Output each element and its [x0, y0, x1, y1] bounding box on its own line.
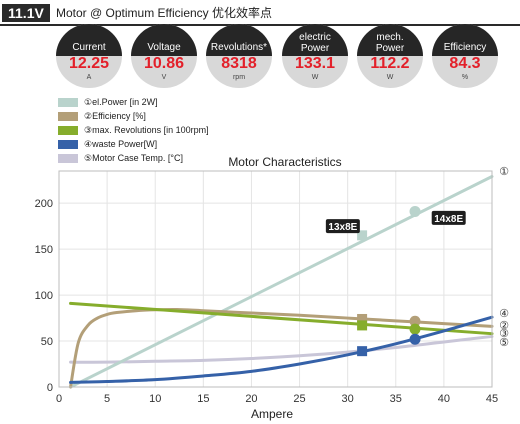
point-marker-square	[357, 346, 368, 357]
page-title: Motor @ Optimum Efficiency 优化效率点	[56, 6, 273, 20]
chart-legend: ①el.Power [in 2W] ②Efficiency [%] ③max. …	[58, 96, 318, 166]
series-end-label-revolutions: ③	[499, 328, 509, 340]
legend-label: ②Efficiency [%]	[84, 111, 146, 121]
point-marker-circle	[409, 333, 421, 345]
voltage-badge: 11.1V	[2, 4, 50, 22]
x-tick-label: 35	[390, 393, 402, 405]
point-marker-circle	[409, 205, 421, 217]
gauge-label-line-1: electric	[299, 32, 331, 43]
gauge-voltage: Voltage 10.86 V	[131, 24, 197, 88]
series-line-el-power	[69, 175, 494, 389]
gauge-unit: V	[161, 74, 167, 81]
x-axis-label: Ampere	[251, 407, 293, 421]
gauge-unit: W	[386, 74, 394, 81]
gauge-label: Current	[72, 42, 106, 53]
point-marker-square	[357, 320, 368, 331]
gauge-revolutions: Revolutions* 8318 rpm	[206, 24, 272, 88]
axis-layer: 0 5 10 15 20 25 30 35 40 45 0 50 100 150 200 ① ②③ ④ ⑤	[35, 166, 509, 405]
gauge-label: Efficiency	[443, 42, 487, 53]
legend-item-el-power: ①el.Power [in 2W]	[58, 96, 318, 110]
annotation-badge	[431, 210, 466, 225]
x-tick-label: 40	[438, 393, 450, 405]
x-tick-label: 45	[486, 393, 498, 405]
gauge-label: Voltage	[147, 42, 181, 53]
gauge-unit: W	[311, 74, 319, 81]
gauge-value: 84.3	[449, 55, 481, 72]
y-tick-label: 100	[35, 290, 53, 302]
gauge-label-line-2: Power	[300, 43, 330, 54]
legend-swatch	[58, 98, 78, 107]
plot-area	[59, 171, 492, 387]
series-end-label-efficiency: ②	[499, 320, 509, 332]
legend-label: ③max. Revolutions [in 100rpm]	[84, 125, 209, 135]
gauge-label-line-2: Power	[375, 43, 405, 54]
legend-swatch	[58, 112, 78, 121]
gauge-value: 133.1	[294, 55, 336, 72]
legend-item-case-temp: ⑤Motor Case Temp. [°C]	[58, 152, 318, 166]
series-end-label-case-temp: ⑤	[499, 337, 509, 349]
gauge-row: Current 12.25 A Voltage 10.86 V Revoluti…	[0, 24, 520, 88]
gauge-unit: A	[86, 74, 92, 81]
annotation-badge	[325, 219, 360, 234]
annotation-layer: 13x8E 14x8E	[325, 210, 466, 234]
series-line-waste-power	[69, 315, 494, 384]
gauge-value: 12.25	[68, 55, 110, 72]
y-tick-label: 150	[35, 244, 53, 256]
legend-swatch	[58, 140, 78, 149]
series-layer	[69, 175, 494, 389]
gauge-current: Current 12.25 A	[56, 24, 122, 88]
series-line-revolutions	[69, 301, 494, 336]
x-tick-label: 15	[197, 393, 209, 405]
x-tick-label: 5	[104, 393, 110, 405]
annotation-text: 14x8E	[434, 214, 463, 225]
gauge-label-line-1: mech.	[376, 32, 404, 43]
gauge-efficiency: Efficiency 84.3 %	[432, 24, 498, 88]
y-tick-label: 50	[41, 336, 53, 348]
y-tick-label: 0	[47, 382, 53, 394]
legend-item-revolutions: ③max. Revolutions [in 100rpm]	[58, 124, 318, 138]
x-tick-label: 10	[149, 393, 161, 405]
series-end-label-waste-power: ④	[499, 308, 509, 320]
gauge-value: 112.2	[370, 55, 410, 72]
x-tick-label: 30	[342, 393, 354, 405]
gauge-unit: rpm	[232, 74, 246, 81]
gauge-value: 8318	[221, 55, 257, 72]
legend-swatch	[58, 154, 78, 163]
grid-layer	[58, 171, 493, 388]
gauge-unit: %	[461, 74, 469, 81]
point-marker-square	[357, 313, 368, 324]
point-marker-circle	[409, 323, 421, 335]
series-line-case-temp	[69, 334, 494, 364]
legend-label: ⑤Motor Case Temp. [°C]	[84, 153, 184, 163]
series-end-label-el-power: ①	[499, 166, 509, 178]
plot-frame	[58, 170, 493, 388]
x-tick-label: 25	[293, 393, 305, 405]
gauge-electric-power: electric Power 133.1 W	[282, 24, 348, 88]
gauge-mech-power: mech. Power 112.2 W	[357, 24, 423, 88]
point-marker-circle	[409, 315, 421, 327]
x-tick-label: 20	[245, 393, 257, 405]
x-tick-label: 0	[56, 393, 62, 405]
annotation-text: 13x8E	[328, 222, 357, 233]
marker-layer	[357, 205, 421, 357]
gauge-value: 10.86	[143, 55, 185, 72]
legend-label: ①el.Power [in 2W]	[84, 97, 158, 107]
legend-item-waste-power: ④waste Power[W]	[58, 138, 318, 152]
legend-swatch	[58, 126, 78, 135]
legend-label: ④waste Power[W]	[84, 139, 158, 149]
legend-item-efficiency: ②Efficiency [%]	[58, 110, 318, 124]
header-bar: 11.1V Motor @ Optimum Efficiency 优化效率点	[0, 4, 520, 26]
series-line-efficiency	[69, 307, 494, 389]
point-marker-square	[357, 230, 368, 241]
gauge-label: Revolutions*	[210, 42, 268, 53]
y-tick-label: 200	[35, 198, 53, 210]
